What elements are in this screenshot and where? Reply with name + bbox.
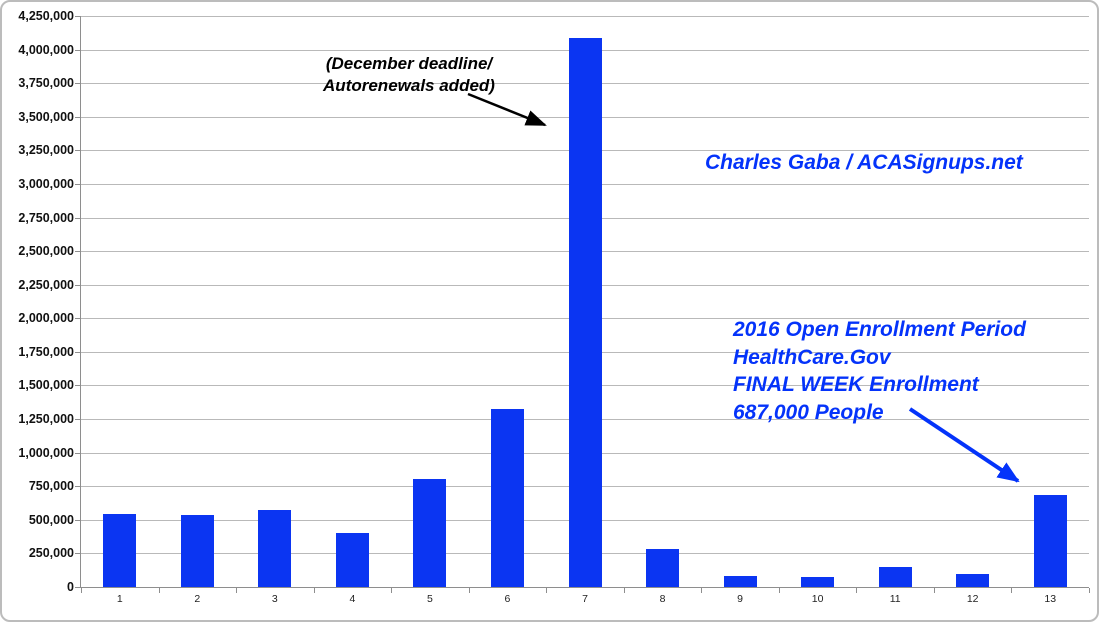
x-axis-tick	[236, 588, 238, 593]
y-axis-tick-label: 4,000,000	[18, 43, 74, 57]
x-axis-tick	[1011, 588, 1013, 593]
bar-week-10	[801, 576, 835, 587]
x-axis-tick-label: 3	[271, 593, 278, 605]
x-axis-tick-label: 5	[427, 593, 433, 605]
bar-week-4	[335, 533, 369, 587]
x-axis-tick-label: 9	[737, 593, 743, 605]
y-axis-tick-label: 3,250,000	[18, 143, 74, 157]
x-axis-tick-label: 11	[889, 593, 901, 605]
y-axis-tick	[75, 520, 81, 521]
annotation-final-week-line-4: 687,000 People	[733, 400, 884, 424]
x-axis-tick	[933, 588, 935, 593]
y-axis-tick	[75, 385, 81, 386]
x-axis-tick-label: 1	[116, 593, 123, 605]
bar-week-7	[568, 37, 602, 587]
x-axis-tick-label: 2	[194, 593, 201, 605]
y-axis-tick-label: 500,000	[28, 513, 74, 527]
plot-area: 1 2 3 4 5 6 7 8 9 10 11 12 13	[75, 16, 1090, 605]
annotation-december-line-1: (December deadline/	[325, 54, 493, 73]
y-axis-tick-label: 1,500,000	[18, 378, 74, 392]
credit-text: Charles Gaba / ACASignups.net	[705, 151, 1023, 174]
y-axis-tick	[75, 453, 81, 454]
x-axis-tick	[701, 588, 703, 593]
x-axis-tick	[158, 588, 160, 593]
y-axis-tick	[75, 83, 81, 84]
y-axis-tick-label: 1,000,000	[18, 446, 74, 460]
y-axis-tick-label: 1,250,000	[18, 412, 74, 426]
y-axis-tick	[75, 553, 81, 554]
y-axis-tick-label: 4,250,000	[18, 9, 74, 23]
y-axis-tick	[75, 587, 81, 588]
annotation-final-week: 2016 Open Enrollment Period HealthCare.G…	[733, 316, 1026, 426]
bar-week-2	[180, 515, 214, 587]
bar-week-11	[878, 566, 912, 587]
bar-week-1	[103, 514, 137, 587]
y-axis-tick	[75, 486, 81, 487]
x-axis-tick-label: 12	[966, 593, 979, 605]
x-axis-tick-label: 8	[659, 593, 666, 605]
y-axis-tick	[75, 50, 81, 51]
y-axis-tick-label: 3,750,000	[18, 76, 74, 90]
x-axis-tick-label: 6	[504, 593, 511, 605]
bar-week-3	[258, 509, 292, 587]
annotation-final-week-line-3: FINAL WEEK Enrollment	[733, 373, 979, 396]
y-axis-tick-label: 2,000,000	[18, 311, 74, 325]
x-axis-tick	[546, 588, 548, 593]
y-axis-tick-label: 1,750,000	[18, 345, 74, 359]
y-axis-tick	[75, 184, 81, 185]
x-axis-tick	[1089, 588, 1090, 593]
x-axis-tick	[778, 588, 780, 593]
x-axis-tick	[856, 588, 858, 593]
annotation-final-week-line-2: HealthCare.Gov	[733, 345, 891, 369]
y-axis-tick	[75, 117, 81, 118]
x-axis-tick	[391, 588, 393, 593]
bar-week-5	[413, 478, 447, 587]
y-axis-tick	[75, 285, 81, 286]
x-axis-tick	[623, 588, 625, 593]
y-axis-tick-label: 250,000	[28, 546, 74, 560]
y-axis-labels: 0 250,000 500,000 750,000 1,000,000 1,250,000…	[2, 9, 74, 594]
y-axis-tick-label: 3,000,000	[18, 177, 74, 191]
x-axis-tick-label: 7	[582, 593, 588, 605]
x-axis-tick	[468, 588, 470, 593]
x-axis-tick-label: 4	[349, 593, 356, 605]
y-axis-tick	[75, 419, 81, 420]
x-axis-tick	[313, 588, 315, 593]
y-axis-tick-label: 2,500,000	[18, 244, 74, 258]
bar-week-12	[956, 573, 990, 587]
x-axis-tick	[81, 588, 82, 593]
y-axis-tick-label: 2,750,000	[18, 211, 74, 225]
bar-week-6	[490, 408, 524, 587]
bar-week-8	[646, 549, 680, 587]
annotation-final-week-line-1: 2016 Open Enrollment Period	[733, 318, 1026, 341]
bar-week-13	[1033, 494, 1067, 587]
y-axis-tick-label: 750,000	[28, 479, 74, 493]
y-axis-tick	[75, 352, 81, 353]
x-axis-labels: 1 2 3 4 5 6 7 8 9 10 11 12 13	[81, 16, 1090, 605]
y-axis-tick-label: 0	[67, 580, 74, 594]
gridline	[81, 16, 1089, 17]
y-axis-tick	[75, 16, 81, 17]
y-axis-tick	[75, 318, 81, 319]
x-axis-tick-label: 10	[811, 593, 824, 605]
x-axis-tick-label: 13	[1044, 593, 1057, 605]
y-axis-tick	[75, 251, 81, 252]
y-axis-tick	[75, 150, 81, 151]
annotation-december-line-2: Autorenewals added)	[323, 76, 495, 95]
y-axis-tick-label: 2,250,000	[18, 278, 74, 292]
bar-week-9	[723, 575, 757, 587]
y-axis-tick-label: 3,500,000	[18, 110, 74, 124]
annotation-december-deadline: (December deadline/ Autorenewals added)	[294, 53, 524, 97]
y-axis-tick	[75, 218, 81, 219]
